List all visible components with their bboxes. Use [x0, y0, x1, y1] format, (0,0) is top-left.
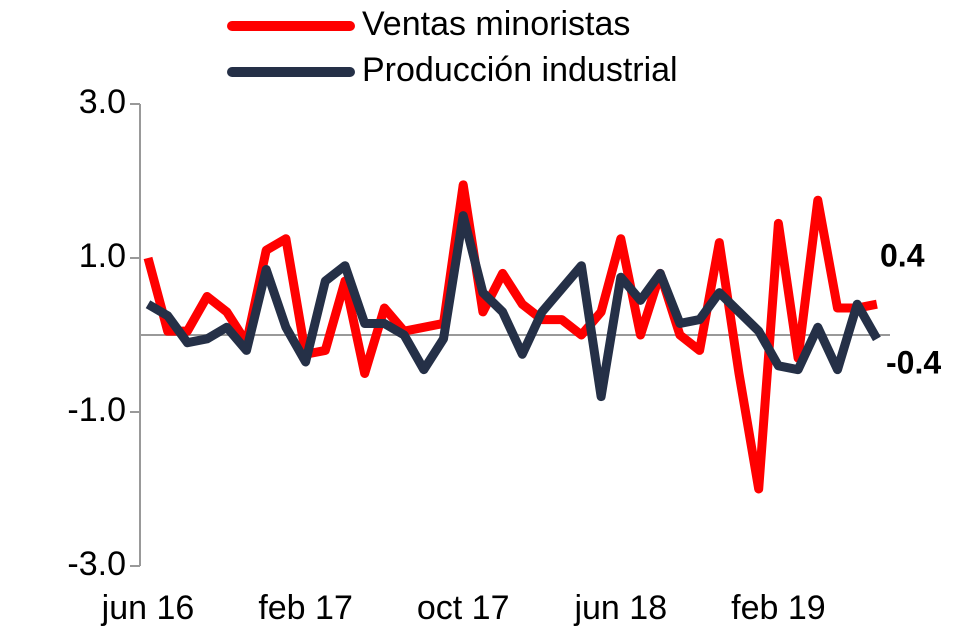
x-tick-label: oct 17 [417, 589, 510, 627]
y-tick-label: 1.0 [79, 237, 126, 275]
y-tick-label: 3.0 [79, 83, 126, 121]
y-tick-label: -3.0 [67, 545, 126, 583]
x-tick-label: feb 17 [258, 589, 353, 627]
x-tick-label: feb 19 [731, 589, 826, 627]
legend-label: Ventas minoristas [362, 5, 630, 43]
legend-label: Producción industrial [362, 51, 678, 89]
annotation: 0.4 [880, 237, 925, 273]
data-line [143, 180, 878, 494]
y-tick-label: -1.0 [67, 391, 126, 429]
annotation: -0.4 [886, 344, 941, 380]
x-tick-label: jun 16 [101, 589, 195, 627]
x-tick-label: jun 18 [573, 589, 667, 627]
data-line [145, 211, 881, 402]
